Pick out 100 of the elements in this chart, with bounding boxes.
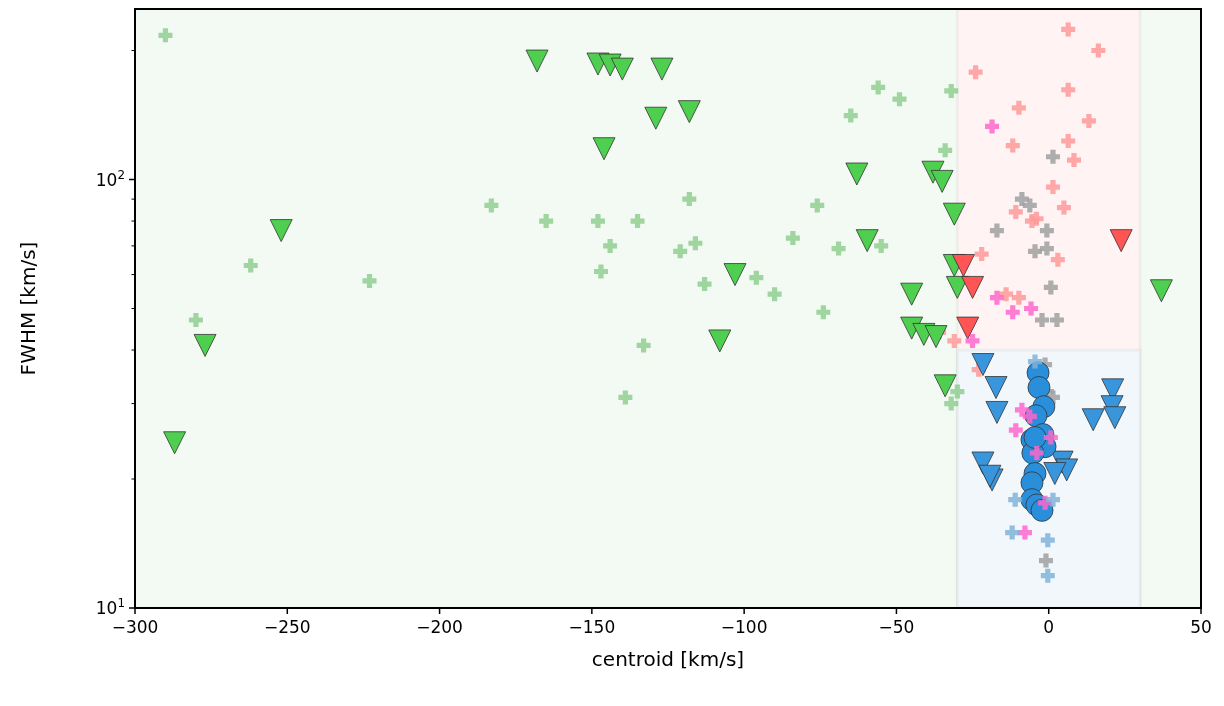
point — [539, 214, 554, 229]
point — [1027, 376, 1051, 399]
point — [650, 57, 674, 81]
point — [968, 65, 983, 80]
point — [1056, 200, 1071, 215]
x-tick-label: −250 — [263, 617, 311, 637]
point — [163, 431, 186, 455]
point — [942, 202, 966, 226]
x-tick-label: −100 — [720, 617, 768, 637]
point — [831, 241, 846, 256]
point — [590, 214, 605, 229]
point — [1081, 408, 1105, 432]
point — [1050, 252, 1065, 267]
point — [592, 137, 616, 161]
point — [1008, 492, 1023, 507]
point — [1028, 244, 1043, 259]
point — [1040, 568, 1055, 583]
point — [1043, 280, 1058, 295]
point — [158, 28, 173, 43]
point — [630, 214, 645, 229]
point — [269, 219, 293, 242]
x-tick-label: 0 — [1043, 617, 1055, 637]
point — [618, 390, 633, 405]
point — [984, 376, 1008, 399]
x-tick-label: −150 — [568, 617, 616, 637]
point — [1039, 241, 1054, 256]
point — [1150, 279, 1173, 303]
point — [1008, 423, 1023, 438]
point — [810, 198, 825, 213]
point — [933, 374, 957, 398]
point — [1005, 305, 1020, 320]
point — [947, 333, 962, 348]
point — [767, 287, 782, 302]
point — [644, 106, 668, 130]
point — [193, 334, 217, 357]
point — [1029, 211, 1044, 226]
point — [938, 143, 953, 158]
point — [1014, 192, 1029, 207]
point — [1109, 229, 1133, 253]
point — [1014, 402, 1029, 417]
point — [1091, 43, 1106, 58]
point — [816, 305, 831, 320]
point — [1061, 22, 1076, 37]
point — [892, 92, 907, 107]
point — [677, 100, 701, 124]
point — [1024, 301, 1039, 316]
point — [871, 80, 886, 95]
point — [1005, 138, 1020, 153]
point — [1066, 153, 1081, 168]
x-axis-title: centroid [km/s] — [591, 647, 745, 671]
point — [845, 162, 869, 186]
point — [971, 353, 995, 376]
point — [1039, 223, 1054, 238]
point — [944, 83, 959, 98]
point — [673, 244, 688, 259]
point — [1045, 180, 1060, 195]
point — [785, 231, 800, 246]
point — [188, 313, 203, 328]
point — [874, 238, 889, 253]
point — [1035, 313, 1050, 328]
point — [1043, 430, 1058, 445]
point — [697, 277, 712, 292]
point — [525, 49, 549, 73]
y-axis-title: FWHM [km/s] — [16, 241, 40, 376]
point — [974, 247, 989, 262]
point — [593, 264, 608, 279]
point — [1045, 149, 1060, 164]
point — [1011, 290, 1026, 305]
point — [900, 282, 924, 306]
point — [985, 401, 1009, 424]
point — [989, 223, 1004, 238]
y-tick-label: 10$^{1}$ — [95, 596, 125, 618]
point — [484, 198, 499, 213]
point — [1008, 204, 1023, 219]
y-tick-label: 10$^{2}$ — [95, 167, 125, 190]
point — [950, 384, 965, 399]
point — [956, 316, 980, 340]
point — [1049, 313, 1064, 328]
point — [985, 119, 1000, 134]
point — [1040, 533, 1055, 548]
point — [952, 254, 975, 277]
point — [1081, 113, 1096, 128]
point — [1045, 492, 1060, 507]
point — [610, 57, 634, 81]
point — [688, 236, 703, 251]
point — [1061, 133, 1076, 148]
point — [989, 290, 1004, 305]
point — [1011, 100, 1026, 115]
point — [1061, 82, 1076, 97]
point — [961, 276, 984, 299]
point — [855, 229, 879, 253]
point — [1017, 525, 1032, 540]
point — [944, 396, 959, 411]
point — [603, 238, 618, 253]
point — [843, 108, 858, 123]
point — [1022, 198, 1037, 213]
point — [1005, 525, 1020, 540]
point — [930, 169, 954, 193]
point — [723, 263, 747, 286]
x-tick-label: −300 — [111, 617, 159, 637]
